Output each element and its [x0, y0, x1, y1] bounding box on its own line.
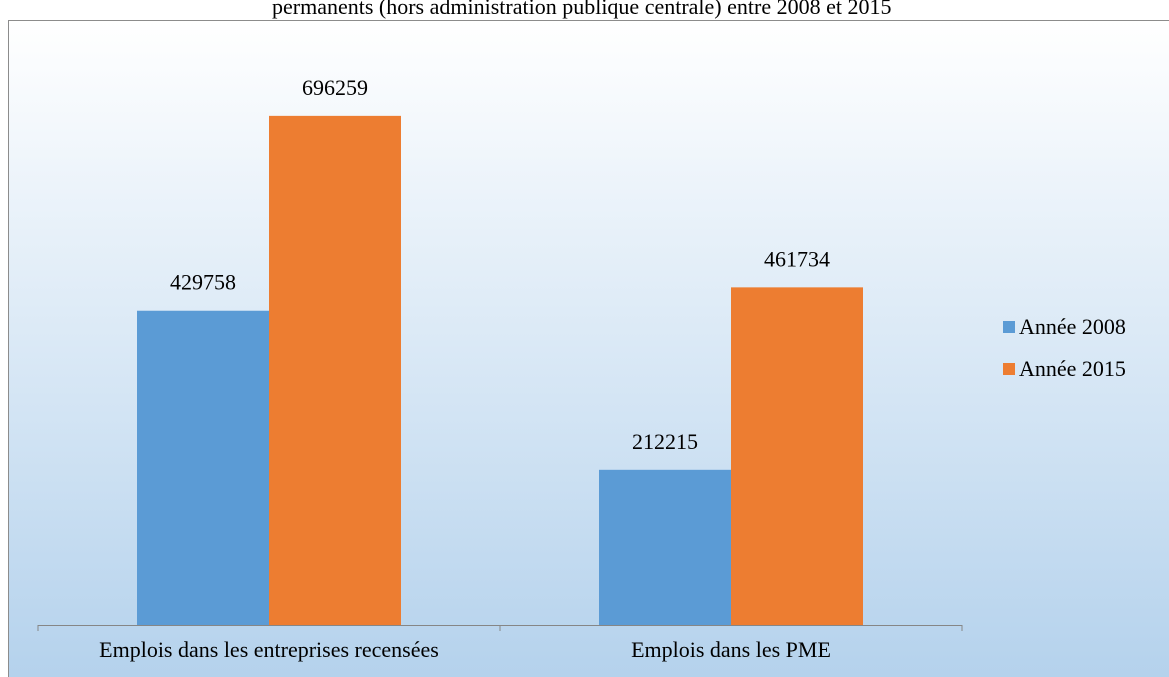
legend-label: Année 2008: [1019, 314, 1126, 339]
legend-swatch: [1003, 363, 1015, 375]
bar: [731, 287, 863, 625]
data-label: 461734: [764, 246, 830, 271]
data-label: 696259: [302, 75, 368, 100]
bar: [599, 469, 731, 625]
bar: [137, 310, 269, 625]
legend-label: Année 2015: [1019, 356, 1126, 381]
x-tick-label: Emplois dans les entreprises recensées: [99, 637, 439, 662]
legend-swatch: [1003, 321, 1015, 333]
data-label: 212215: [632, 429, 698, 454]
bar: [269, 115, 401, 626]
chart-title: permanents (hors administration publique…: [272, 0, 891, 19]
data-label: 429758: [170, 270, 236, 295]
x-tick-label: Emplois dans les PME: [631, 637, 831, 662]
